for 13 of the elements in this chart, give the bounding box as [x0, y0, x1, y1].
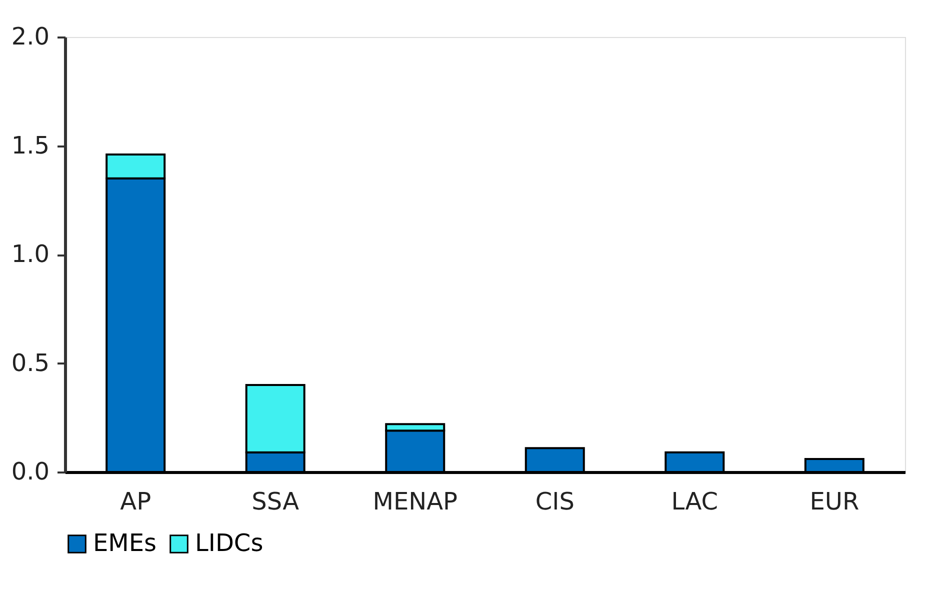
x-tick-label: EUR	[810, 488, 860, 516]
x-tick-label: SSA	[252, 488, 300, 516]
x-tick-label: CIS	[535, 488, 574, 516]
y-tick-label: 1.0	[11, 240, 50, 268]
x-tick-label: MENAP	[372, 488, 458, 516]
legend-label: LIDCs	[195, 529, 264, 557]
x-tick-label: LAC	[671, 488, 718, 516]
y-tick-label: 2.0	[11, 22, 50, 50]
y-tick-label: 1.5	[11, 131, 50, 160]
y-tick-label: 0.5	[11, 348, 50, 377]
legend-label: EMEs	[93, 529, 157, 557]
x-tick-label: AP	[120, 488, 152, 516]
y-tick-label: 0.0	[11, 458, 50, 486]
